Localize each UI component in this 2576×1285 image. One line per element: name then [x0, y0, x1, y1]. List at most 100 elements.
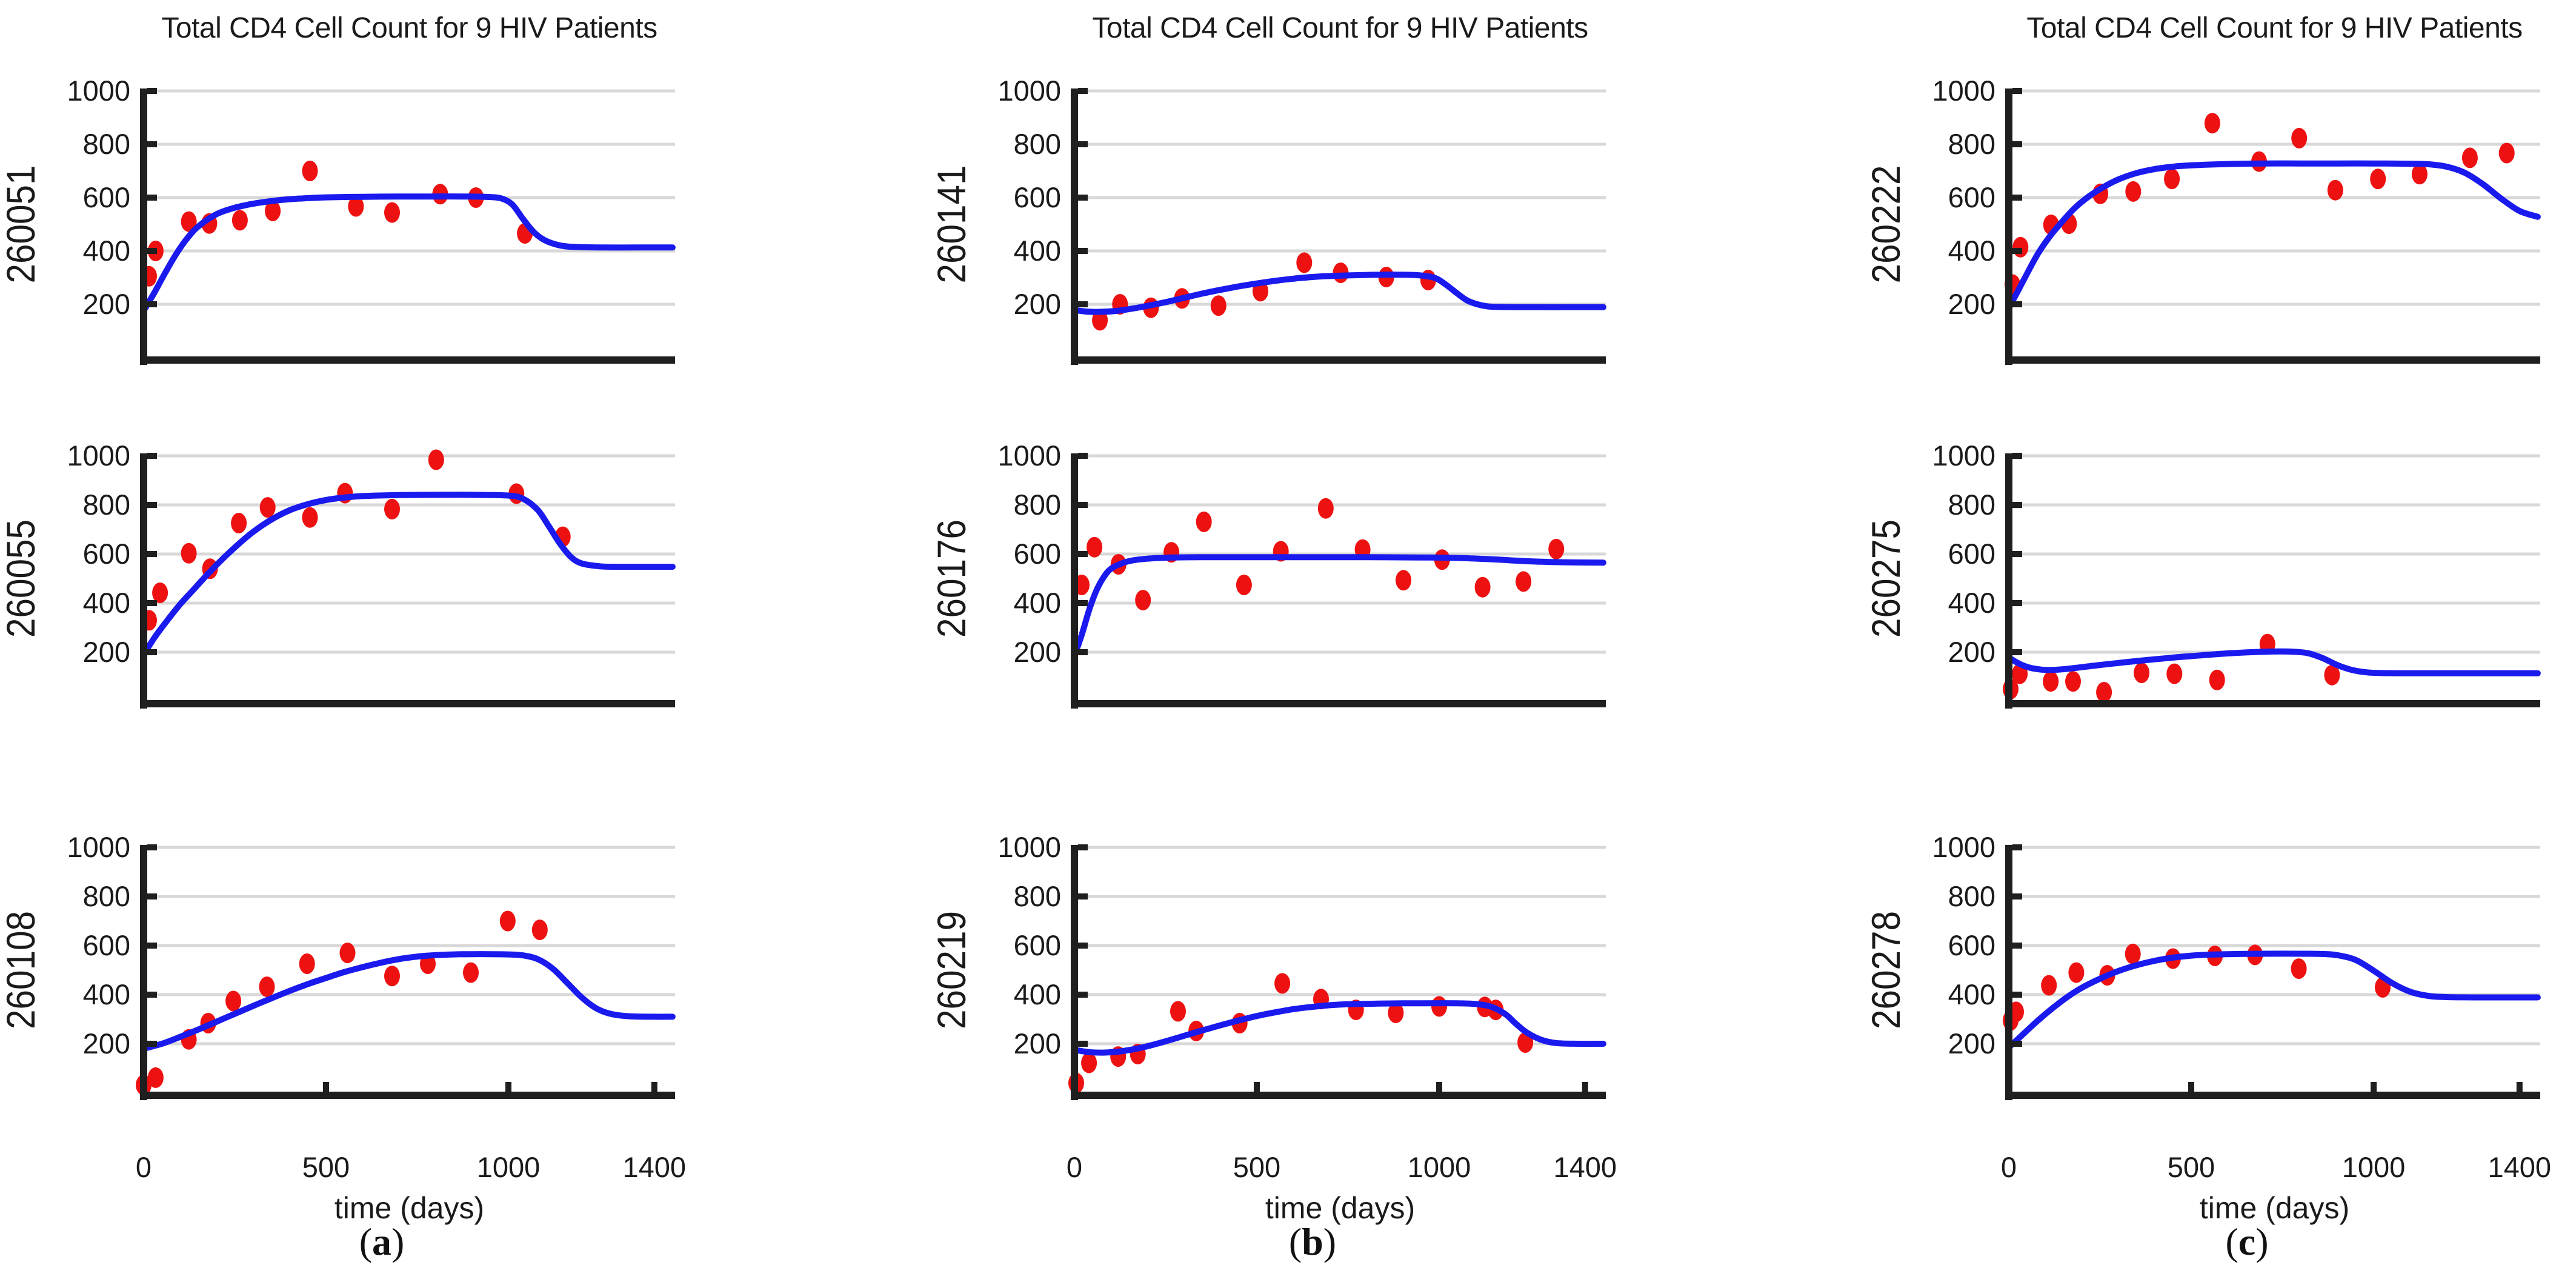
- gridline: [140, 993, 675, 996]
- data-point: [181, 542, 197, 564]
- y-axis-tick: [1078, 943, 1088, 949]
- y-axis-tick-label: 400: [1014, 978, 1061, 1010]
- data-point: [2096, 682, 2112, 703]
- data-point: [2498, 142, 2515, 164]
- caption-paren: (: [359, 1220, 372, 1263]
- gridline: [1071, 89, 1606, 93]
- data-point: [1474, 576, 1491, 598]
- data-point: [339, 943, 356, 964]
- y-axis-spine: [2005, 88, 2012, 365]
- gridline: [2005, 89, 2540, 93]
- gridline: [140, 302, 675, 306]
- y-axis-tick: [147, 893, 157, 900]
- gridline: [140, 601, 675, 605]
- y-axis-tick-label: 600: [83, 181, 130, 213]
- y-axis-tick-label: 200: [83, 1027, 130, 1060]
- gridline: [140, 552, 675, 556]
- y-axis-tick: [2012, 502, 2022, 508]
- y-axis-tick-label: 400: [1014, 587, 1061, 619]
- gridline: [1071, 196, 1606, 199]
- data-point: [1196, 511, 1212, 532]
- data-point: [2324, 664, 2340, 686]
- x-axis-tick: [1582, 1082, 1588, 1092]
- gridline: [1071, 552, 1606, 556]
- plot-area-260219: 200 400 600 800 1000 260219 0 500 1000 1400 time (…: [929, 831, 1617, 1225]
- caption-paren: (: [2225, 1220, 2238, 1263]
- y-axis-spine: [2005, 845, 2012, 1100]
- gridline: [2005, 944, 2540, 947]
- x-axis-label: time (days): [334, 1191, 484, 1225]
- x-axis-tick: [323, 1082, 329, 1092]
- gridline: [2005, 196, 2540, 199]
- gridline: [2005, 249, 2540, 253]
- x-axis-spine: [2005, 700, 2540, 707]
- plot-area-260176: 200 400 600 800 1000 260176: [929, 439, 1606, 709]
- caption-letter: c: [2238, 1220, 2256, 1263]
- data-point: [1516, 571, 1532, 592]
- y-axis-tick: [147, 141, 157, 147]
- y-axis-tick: [147, 600, 157, 606]
- gridline: [2005, 142, 2540, 146]
- gridline: [1071, 650, 1606, 654]
- y-axis-tick: [1078, 551, 1088, 557]
- chart-title: Total CD4 Cell Count for 9 HIV Patients: [161, 12, 657, 44]
- y-axis-tick: [2012, 992, 2022, 998]
- data-point: [2166, 663, 2183, 684]
- x-axis-tick: [651, 1082, 657, 1092]
- plot-area-260141: 200 400 600 800 1000 260141 Total CD4 Cell Cou…: [929, 12, 1606, 365]
- y-axis-tick-label: 1000: [997, 75, 1061, 107]
- y-axis-tick-label: 200: [1948, 288, 1995, 320]
- y-axis-tick-label: 1000: [67, 439, 130, 472]
- y-axis-tick-label: 1000: [1932, 831, 1995, 863]
- y-axis-tick: [2012, 551, 2022, 557]
- data-point: [2164, 169, 2180, 190]
- y-axis-tick: [1078, 649, 1088, 655]
- cd4-chart-260141: 200 400 600 800 1000 260141 Total CD4 Cell Cou…: [929, 0, 1640, 388]
- data-point: [302, 161, 318, 181]
- data-point: [384, 498, 400, 519]
- model-fit-curve: [2006, 950, 2541, 1051]
- y-axis-tick-label: 400: [1948, 235, 1995, 267]
- data-point: [231, 210, 248, 231]
- y-axis-tick-label: 1000: [997, 831, 1061, 863]
- caption-paren: (: [1288, 1220, 1302, 1263]
- y-axis-tick-label: 200: [1014, 636, 1061, 668]
- model-fit-curve: [1071, 272, 1606, 315]
- x-axis-tick-label: 0: [2001, 1151, 2017, 1183]
- gridline: [140, 1042, 675, 1046]
- y-axis-tick: [1078, 1041, 1088, 1047]
- y-axis-tick: [2012, 1041, 2022, 1047]
- model-fit-curve: [141, 193, 676, 314]
- data-point: [181, 211, 197, 232]
- x-axis-spine: [1071, 356, 1606, 364]
- y-axis-spine: [140, 453, 147, 709]
- caption-letter: a: [372, 1220, 391, 1263]
- x-axis-tick-label: 1000: [1408, 1151, 1471, 1183]
- y-axis-tick-label: 800: [1014, 128, 1061, 160]
- x-axis-tick: [1254, 1082, 1260, 1092]
- y-axis-tick: [1078, 248, 1088, 254]
- data-point: [2370, 169, 2386, 190]
- cd4-chart-260222: 200 400 600 800 1000 260222 Total CD4 Cell Cou…: [1863, 0, 2574, 388]
- data-point: [2204, 113, 2220, 134]
- data-point: [463, 962, 479, 983]
- data-point: [1210, 295, 1226, 316]
- plot-area-260278: 200 400 600 800 1000 260278 0 500 1000 1400 time (…: [1863, 831, 2551, 1225]
- gridline: [2005, 454, 2540, 458]
- y-axis-tick-label: 600: [1948, 181, 1995, 213]
- gridline: [1071, 993, 1606, 996]
- data-point: [1087, 536, 1103, 558]
- gridline: [1071, 944, 1606, 947]
- chart-title: Total CD4 Cell Count for 9 HIV Patients: [1092, 12, 1588, 44]
- data-point: [259, 976, 275, 997]
- data-point: [2327, 179, 2343, 201]
- data-point: [2065, 671, 2081, 692]
- cd4-chart-260219: 200 400 600 800 1000 260219 0 500 1000 1400 time (…: [929, 776, 1640, 1225]
- y-axis-tick-label: 200: [1014, 288, 1061, 320]
- data-point: [1388, 1003, 1404, 1023]
- x-axis-spine: [1071, 1092, 1606, 1099]
- gridline: [140, 249, 675, 253]
- gridline: [140, 142, 675, 146]
- gridline: [140, 895, 675, 898]
- data-point: [2291, 958, 2307, 980]
